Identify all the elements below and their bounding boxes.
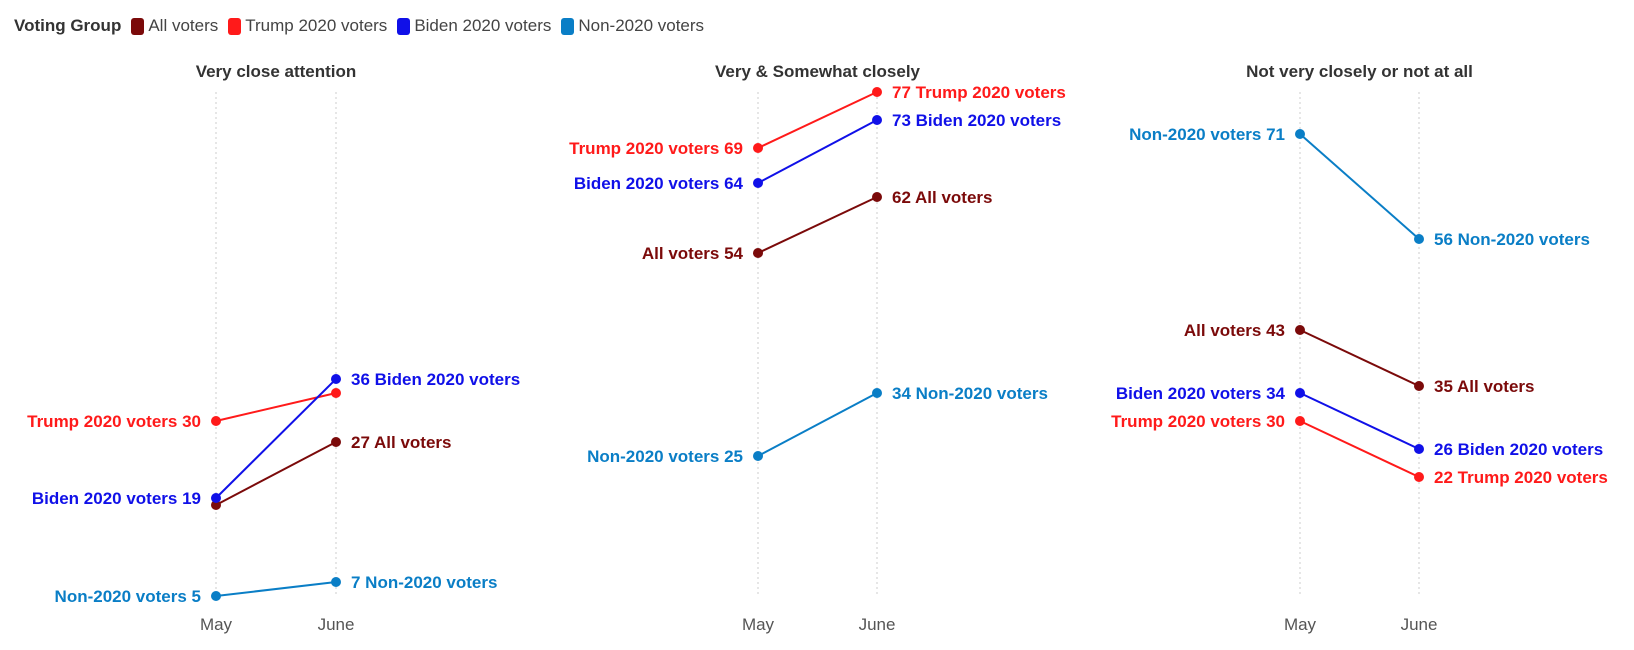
legend: Voting Group All voters Trump 2020 voter…	[14, 14, 714, 38]
panel-3-line-all-voters	[1299, 329, 1420, 387]
panel-2-label-end-non-2020-voters: 34 Non-2020 voters	[892, 384, 1048, 403]
panel-2-label-end-biden-2020-voters: 73 Biden 2020 voters	[892, 111, 1061, 130]
legend-label-biden-2020-voters: Biden 2020 voters	[414, 16, 552, 35]
panel-2-point-trump-2020-voters-may	[753, 143, 763, 153]
panel-3-label-start-biden-2020-voters: Biden 2020 voters 34	[1116, 384, 1286, 403]
panel-1-label-end-non-2020-voters: 7 Non-2020 voters	[351, 573, 497, 592]
panel-3-point-biden-2020-voters-june	[1414, 444, 1424, 454]
panel-3-label-end-all-voters: 35 All voters	[1434, 377, 1534, 396]
panel-1-point-all-voters-june	[331, 437, 341, 447]
panel-1-label-start-biden-2020-voters: Biden 2020 voters 19	[32, 489, 201, 508]
panel-2-line-trump-2020-voters	[757, 91, 878, 149]
legend-swatch-all-voters	[131, 17, 145, 35]
legend-item-trump-2020-voters[interactable]: Trump 2020 voters	[228, 16, 387, 36]
panel-1-line-all-voters	[215, 441, 337, 506]
panel-1-point-biden-2020-voters-june	[331, 374, 341, 384]
panel-1-line-biden-2020-voters	[215, 378, 337, 499]
panel-3-point-non-2020-voters-may	[1295, 129, 1305, 139]
panel-3-label-end-biden-2020-voters: 26 Biden 2020 voters	[1434, 440, 1603, 459]
panel-3-label-start-all-voters: All voters 43	[1184, 321, 1285, 340]
panel-3-label-end-trump-2020-voters: 22 Trump 2020 voters	[1434, 468, 1608, 487]
panel-2-line-all-voters	[757, 196, 878, 254]
panel-1-x-label-may: May	[200, 615, 233, 634]
panel-3-point-biden-2020-voters-may	[1295, 388, 1305, 398]
legend-title: Voting Group	[14, 16, 122, 35]
panel-2-point-biden-2020-voters-june	[872, 115, 882, 125]
panel-2-label-start-all-voters: All voters 54	[642, 244, 744, 263]
panel-2-point-all-voters-june	[872, 192, 882, 202]
legend-swatch-non-2020-voters	[561, 17, 575, 35]
legend-swatch-biden-2020-voters	[397, 17, 411, 35]
panel-1-label-start-non-2020-voters: Non-2020 voters 5	[55, 587, 201, 606]
legend-item-biden-2020-voters[interactable]: Biden 2020 voters	[397, 16, 551, 36]
panel-2-label-start-non-2020-voters: Non-2020 voters 25	[587, 447, 743, 466]
panel-2-line-biden-2020-voters	[757, 119, 878, 184]
panel-2-label-start-trump-2020-voters: Trump 2020 voters 69	[569, 139, 743, 158]
panel-2-x-label-june: June	[859, 615, 896, 634]
panel-3-x-label-june: June	[1401, 615, 1438, 634]
panel-2-point-all-voters-may	[753, 248, 763, 258]
panel-1-x-label-june: June	[318, 615, 355, 634]
panel-3-point-all-voters-may	[1295, 325, 1305, 335]
panel-1-label-start-trump-2020-voters: Trump 2020 voters 30	[27, 412, 201, 431]
panel-1-point-all-voters-may	[211, 500, 221, 510]
panel-1-point-biden-2020-voters-may	[211, 493, 221, 503]
panel-3-line-trump-2020-voters	[1299, 420, 1420, 478]
panel-3-line-non-2020-voters	[1299, 133, 1420, 240]
legend-item-non-2020-voters[interactable]: Non-2020 voters	[561, 16, 704, 36]
panel-2-point-non-2020-voters-may	[753, 451, 763, 461]
panel-1-point-trump-2020-voters-june	[331, 388, 341, 398]
panel-1-title: Very close attention	[196, 62, 357, 81]
panel-2-label-end-all-voters: 62 All voters	[892, 188, 992, 207]
panel-2-label-end-trump-2020-voters: 77 Trump 2020 voters	[892, 83, 1066, 102]
panel-3-label-start-non-2020-voters: Non-2020 voters 71	[1129, 125, 1285, 144]
panel-3-point-all-voters-june	[1414, 381, 1424, 391]
panel-3-x-label-may: May	[1284, 615, 1317, 634]
panel-2-x-label-may: May	[742, 615, 775, 634]
panel-2-point-biden-2020-voters-may	[753, 178, 763, 188]
panel-3-label-start-trump-2020-voters: Trump 2020 voters 30	[1111, 412, 1285, 431]
legend-item-all-voters[interactable]: All voters	[131, 16, 218, 36]
panel-1-point-non-2020-voters-june	[331, 577, 341, 587]
panel-3-label-end-non-2020-voters: 56 Non-2020 voters	[1434, 230, 1590, 249]
panel-3-point-trump-2020-voters-may	[1295, 416, 1305, 426]
panel-2-point-trump-2020-voters-june	[872, 87, 882, 97]
panel-2-point-non-2020-voters-june	[872, 388, 882, 398]
panel-3-point-trump-2020-voters-june	[1414, 472, 1424, 482]
panel-1-line-non-2020-voters	[215, 581, 337, 597]
panel-1-point-non-2020-voters-may	[211, 591, 221, 601]
legend-label-trump-2020-voters: Trump 2020 voters	[245, 16, 388, 35]
panel-2-label-start-biden-2020-voters: Biden 2020 voters 64	[574, 174, 744, 193]
legend-label-all-voters: All voters	[148, 16, 219, 35]
panel-3-line-biden-2020-voters	[1299, 392, 1420, 450]
panel-2-line-non-2020-voters	[757, 392, 878, 457]
legend-swatch-trump-2020-voters	[228, 17, 242, 35]
panel-2-title: Very & Somewhat closely	[715, 62, 921, 81]
panel-1-label-end-all-voters: 27 All voters	[351, 433, 451, 452]
panel-3-title: Not very closely or not at all	[1246, 62, 1473, 81]
panel-1-point-trump-2020-voters-may	[211, 416, 221, 426]
panel-3-point-non-2020-voters-june	[1414, 234, 1424, 244]
panel-1-label-end-biden-2020-voters: 36 Biden 2020 voters	[351, 370, 520, 389]
legend-label-non-2020-voters: Non-2020 voters	[578, 16, 705, 35]
